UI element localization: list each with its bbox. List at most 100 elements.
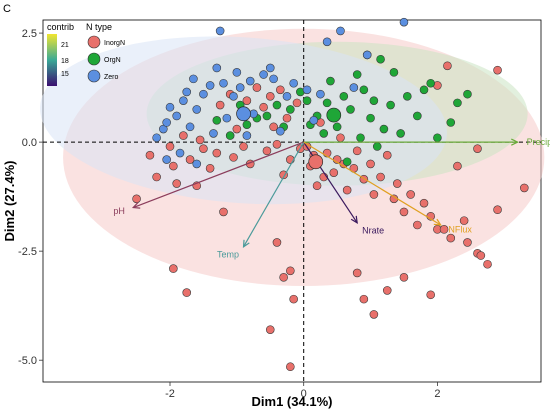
point-inorgn — [493, 205, 502, 215]
point-inorgn — [426, 290, 436, 300]
point-orgn — [212, 116, 222, 125]
point-orgn — [433, 133, 442, 143]
centroid-orgn — [326, 107, 342, 123]
point-orgn — [369, 96, 379, 105]
point-inorgn — [463, 238, 472, 247]
point-inorgn — [265, 92, 275, 101]
point-inorgn — [182, 288, 192, 297]
point-zero — [399, 17, 409, 27]
point-zero — [289, 78, 298, 88]
point-zero — [336, 26, 345, 36]
point-zero — [162, 155, 171, 164]
arrow-temp — [243, 141, 305, 248]
point-zero — [152, 133, 161, 143]
point-inorgn — [242, 96, 252, 105]
point-orgn — [463, 89, 472, 99]
point-orgn — [352, 70, 362, 79]
point-orgn — [346, 105, 355, 114]
point-inorgn — [286, 362, 295, 372]
point-inorgn — [232, 124, 242, 134]
point-orgn — [322, 98, 332, 108]
point-inorgn — [399, 207, 409, 217]
point-inorgn — [229, 153, 238, 162]
point-inorgn — [312, 181, 322, 191]
point-inorgn — [259, 102, 268, 112]
point-zero — [229, 92, 238, 101]
point-orgn — [356, 133, 365, 143]
y-axis-title: Dim2 (27.4%) — [2, 161, 17, 242]
x-axis-title: Dim1 (34.1%) — [252, 394, 333, 409]
point-zero — [172, 111, 181, 121]
data-points — [132, 17, 529, 372]
point-inorgn — [382, 150, 392, 160]
point-orgn — [426, 78, 436, 88]
point-orgn — [225, 131, 235, 140]
point-orgn — [339, 92, 349, 101]
point-inorgn — [446, 233, 456, 243]
point-inorgn — [369, 310, 379, 319]
x-tick-label: 2 — [434, 388, 440, 400]
point-inorgn — [169, 161, 178, 171]
point-zero — [245, 76, 255, 86]
point-orgn — [342, 157, 352, 167]
point-orgn — [302, 96, 312, 105]
arrowhead-nflux — [433, 218, 442, 226]
point-inorgn — [369, 190, 379, 199]
point-inorgn — [519, 183, 529, 193]
point-inorgn — [342, 185, 352, 195]
point-zero — [199, 89, 208, 99]
arrowhead-precip — [511, 138, 519, 146]
point-inorgn — [152, 172, 161, 182]
point-inorgn — [269, 122, 278, 132]
point-zero — [232, 68, 242, 77]
legend-contrib-title: contrib — [47, 22, 74, 32]
point-zero — [276, 126, 285, 136]
axis-ticks: -2 0 2 2.5 0.0 -2.5 -5.0 — [18, 28, 440, 400]
x-tick-label: -2 — [165, 388, 175, 400]
point-inorgn — [199, 144, 208, 153]
point-orgn — [326, 76, 335, 86]
point-inorgn — [172, 179, 181, 188]
point-inorgn — [392, 179, 402, 188]
point-inorgn — [376, 172, 385, 182]
point-zero — [259, 70, 268, 79]
point-inorgn — [493, 65, 502, 75]
arrow-nflux — [303, 141, 442, 226]
y-tick-label: 0.0 — [22, 137, 37, 149]
point-zero — [316, 89, 325, 99]
arrow-label-nrate: Nrate — [362, 225, 384, 235]
point-orgn — [286, 105, 295, 114]
centroid-zero — [236, 106, 251, 122]
legend-label-orgn: OrgN — [104, 57, 121, 64]
point-zero — [212, 63, 222, 73]
point-orgn — [366, 113, 375, 123]
point-inorgn — [272, 238, 282, 247]
point-inorgn — [476, 251, 486, 260]
point-orgn — [419, 85, 429, 95]
arrowhead-temp — [242, 239, 250, 248]
point-zero — [205, 81, 215, 90]
point-inorgn — [265, 325, 275, 334]
point-inorgn — [132, 194, 141, 204]
point-inorgn — [252, 83, 262, 92]
point-inorgn — [359, 294, 369, 304]
centroid-inorgn — [308, 154, 324, 170]
point-inorgn — [165, 142, 175, 151]
point-inorgn — [473, 144, 482, 153]
legend-key-zero — [87, 69, 101, 83]
point-orgn — [386, 100, 395, 110]
point-zero — [215, 26, 225, 36]
legend-contrib-label-3: 15 — [61, 71, 69, 78]
arrow-label-nflux: NFlux — [448, 225, 472, 235]
point-zero — [162, 118, 171, 127]
arrow-ph — [133, 141, 304, 209]
point-inorgn — [439, 225, 449, 234]
point-zero — [182, 87, 192, 97]
point-inorgn — [179, 131, 188, 140]
point-inorgn — [212, 148, 222, 158]
point-inorgn — [185, 155, 195, 164]
point-zero — [242, 131, 252, 140]
point-inorgn — [282, 113, 292, 123]
legend-key-inorgn — [87, 35, 101, 49]
